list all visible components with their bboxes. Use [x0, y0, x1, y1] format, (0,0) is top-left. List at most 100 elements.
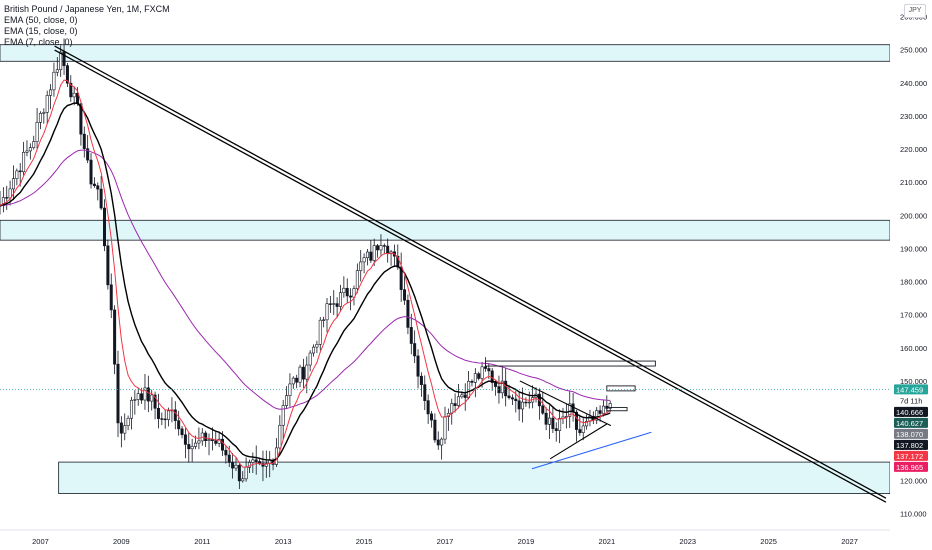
candle-body	[79, 103, 83, 135]
candle-body	[483, 366, 487, 369]
candle-body	[409, 327, 413, 344]
price-label-bg-5	[894, 450, 928, 461]
candle-body	[399, 266, 403, 290]
candle-body	[342, 287, 346, 294]
candle-body	[59, 51, 63, 71]
candle-body	[443, 416, 447, 440]
candle-body	[510, 397, 514, 400]
price-label-0: 147.459	[896, 385, 923, 394]
candle-body	[430, 413, 434, 421]
candle-body	[463, 394, 467, 398]
price-label-bg-3	[894, 428, 928, 439]
candle-body	[173, 409, 177, 421]
candle-body	[204, 432, 208, 442]
y-tick-label: 170.000	[900, 311, 927, 320]
x-tick-label: 2009	[113, 537, 130, 546]
candle-body	[416, 355, 420, 377]
candle-body	[254, 459, 258, 462]
ema-line-7	[0, 79, 611, 468]
drawn-rect-2	[606, 406, 628, 412]
candle-body	[365, 251, 369, 259]
candle-body	[473, 373, 477, 383]
trendline-0-b	[54, 49, 887, 503]
candle-body	[456, 396, 460, 406]
candle-body	[298, 366, 302, 383]
candle-body	[42, 112, 46, 114]
candle-body	[581, 425, 585, 433]
candle-body	[261, 463, 265, 467]
legend-ema-7[interactable]: EMA (7, close, 0)	[4, 37, 73, 47]
candle-body	[187, 444, 191, 450]
legend-ema-50[interactable]: EMA (50, close, 0)	[4, 15, 78, 25]
candle-body	[372, 245, 376, 261]
price-label-bg-2	[894, 417, 928, 428]
price-label-bg-6	[894, 461, 928, 472]
candle-body	[558, 418, 562, 431]
candle-body	[440, 438, 444, 446]
candle-body	[362, 257, 366, 263]
candle-body	[241, 478, 245, 482]
countdown-label: 7d 11h	[900, 396, 922, 405]
candle-body	[133, 399, 137, 401]
candle-body	[460, 394, 464, 398]
candle-body	[129, 399, 133, 419]
y-tick-label: 190.000	[900, 244, 927, 253]
candle-body	[527, 401, 531, 404]
candle-body	[55, 69, 59, 73]
candle-body	[494, 382, 498, 387]
candle-body	[453, 403, 457, 406]
candle-body	[11, 178, 15, 190]
legend-title: British Pound / Japanese Yen, 1M, FXCM	[4, 4, 170, 14]
candle-body	[231, 462, 235, 469]
candle-body	[524, 401, 528, 404]
candle-body	[325, 303, 329, 321]
x-tick-label: 2023	[679, 537, 696, 546]
candle-body	[514, 398, 518, 402]
candle-body	[379, 245, 383, 251]
candle-body	[544, 412, 548, 425]
candle-body	[345, 287, 349, 297]
x-tick-label: 2025	[760, 537, 777, 546]
candle-body	[82, 133, 86, 149]
candle-body	[22, 152, 26, 173]
candle-body	[45, 95, 49, 113]
candle-body	[541, 405, 545, 414]
candle-body	[406, 299, 410, 328]
y-tick-label: 180.000	[900, 278, 927, 287]
legend-ema-15[interactable]: EMA (15, close, 0)	[4, 26, 78, 36]
candle-body	[190, 446, 194, 450]
candle-body	[328, 303, 332, 305]
trendline-2	[519, 380, 612, 427]
candle-body	[35, 122, 39, 142]
candle-body	[436, 439, 440, 446]
y-tick-label: 110.000	[900, 509, 927, 518]
candle-body	[517, 400, 521, 410]
candle-body	[167, 410, 171, 420]
zone-2	[58, 461, 891, 494]
candle-body	[123, 425, 127, 434]
candle-body	[251, 459, 255, 463]
price-label-bg-1	[894, 406, 928, 417]
x-tick-label: 2017	[437, 537, 454, 546]
y-tick-label: 200.000	[900, 211, 927, 220]
candle-body	[86, 148, 90, 161]
candle-body	[32, 141, 36, 148]
candle-body	[103, 207, 107, 247]
x-tick-label: 2019	[518, 537, 535, 546]
candle-body	[25, 150, 29, 153]
candle-body	[574, 411, 578, 430]
candle-body	[244, 466, 248, 480]
candle-body	[419, 375, 423, 385]
y-tick-label: 220.000	[900, 145, 927, 154]
price-label-bg-0	[894, 384, 928, 395]
candle-body	[28, 147, 32, 152]
price-label-2: 140.627	[896, 419, 923, 428]
candle-body	[318, 319, 322, 345]
currency-badge[interactable]: JPY	[904, 4, 926, 18]
candle-body	[322, 319, 326, 321]
candle-body	[143, 387, 147, 401]
candle-body	[96, 185, 100, 190]
candle-body	[136, 393, 140, 400]
candle-body	[227, 454, 231, 463]
